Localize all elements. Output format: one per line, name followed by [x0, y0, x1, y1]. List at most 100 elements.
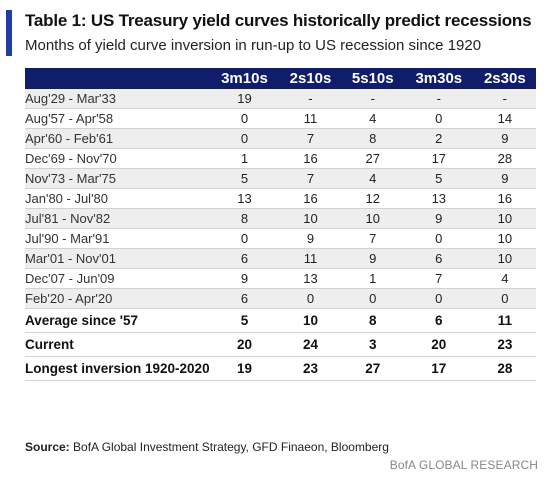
table-cell: 24 — [279, 332, 342, 357]
table-row: Aug'57 - Apr'58 0 11 4 0 14 — [25, 108, 536, 129]
table-cell: 13 — [279, 268, 342, 289]
table-cell: 6 — [209, 248, 280, 269]
table-cell: 8 — [209, 208, 280, 229]
table-row: Aug'29 - Mar'33 19- - - - — [25, 89, 536, 109]
table-cell: 27 — [341, 148, 404, 169]
table-cell: 16 — [473, 188, 536, 209]
recession-period: Jan'80 - Jul'80 — [25, 188, 210, 209]
table-cell: 9 — [403, 208, 474, 229]
brand-footer: BofA GLOBAL RESEARCH — [389, 458, 538, 472]
summary-row: Average since '57 5 10 8 6 11 — [25, 308, 536, 333]
recession-period: Dec'07 - Jun'09 — [25, 268, 210, 289]
table-cell: 9 — [279, 228, 342, 249]
column-header: 2s10s — [279, 68, 342, 89]
table-row: Dec'69 - Nov'70 1 16 27 17 28 — [25, 148, 536, 169]
table-cell: 6 — [403, 308, 474, 333]
table-row: Jul'90 - Mar'91 0 9 7 0 10 — [25, 228, 536, 249]
yield-curve-table: 3m10s 2s10s 5s10s 3m30s 2s30s Aug'29 - M… — [25, 68, 536, 381]
table-cell: 7 — [403, 268, 474, 289]
summary-label: Longest inversion 1920-2020 — [25, 356, 210, 381]
recession-period: Apr'60 - Feb'61 — [25, 128, 210, 149]
column-header: 5s10s — [341, 68, 404, 89]
table-cell: 5 — [209, 308, 280, 333]
table-cell: 10 — [341, 208, 404, 229]
table-cell: 10 — [279, 308, 342, 333]
table-cell: 12 — [341, 188, 404, 209]
table-cell: 4 — [341, 108, 404, 129]
source-note: Source: BofA Global Investment Strategy,… — [25, 440, 389, 454]
table-cell: 14 — [473, 108, 536, 129]
table-row: Mar'01 - Nov'01 6 11 9 6 10 — [25, 248, 536, 269]
table-cell: 19 — [209, 356, 280, 381]
table-cell: 13 — [209, 188, 280, 209]
summary-label: Current — [25, 332, 210, 357]
summary-label: Average since '57 — [25, 308, 210, 333]
table-cell: 4 — [341, 168, 404, 189]
table-cell: 20 — [403, 332, 474, 357]
table-cell: 4 — [473, 268, 536, 289]
table-cell: 23 — [279, 356, 342, 381]
table-cell: 8 — [341, 128, 404, 149]
source-text: BofA Global Investment Strategy, GFD Fin… — [69, 440, 389, 454]
table-cell: 28 — [473, 148, 536, 169]
table-cell: 5 — [403, 168, 474, 189]
column-header: 3m30s — [403, 68, 474, 89]
table-cell: 0 — [209, 128, 280, 149]
recession-period: Mar'01 - Nov'01 — [25, 248, 210, 269]
table-body: Aug'29 - Mar'33 19- - - - Aug'57 - Apr'58 0 11 4… — [25, 89, 536, 381]
recession-period: Aug'29 - Mar'33 — [25, 89, 210, 109]
table-subtitle: Months of yield curve inversion in run-u… — [25, 37, 482, 54]
recession-period: Jul'81 - Nov'82 — [25, 208, 210, 229]
summary-row: Current 20 24 3 20 23 — [25, 332, 536, 357]
recession-period: Feb'20 - Apr'20 — [25, 288, 210, 309]
table-cell: 7 — [341, 228, 404, 249]
recession-period: Jul'90 - Mar'91 — [25, 228, 210, 249]
table-cell: 0 — [403, 288, 474, 309]
recession-period: Dec'69 - Nov'70 — [25, 148, 210, 169]
header-row: 3m10s 2s10s 5s10s 3m30s 2s30s — [25, 68, 536, 89]
table-cell: - — [279, 89, 342, 109]
table-cell: 11 — [473, 308, 536, 333]
table-cell: 28 — [473, 356, 536, 381]
table-row: Feb'20 - Apr'20 6 0 0 0 0 — [25, 288, 536, 309]
table-cell: 9 — [473, 168, 536, 189]
table-cell: 17 — [403, 356, 474, 381]
table-cell: 7 — [279, 168, 342, 189]
table-cell: 16 — [279, 148, 342, 169]
table-cell: 23 — [473, 332, 536, 357]
table-cell: 0 — [403, 228, 474, 249]
source-label: Source: — [25, 440, 70, 454]
recession-period: Nov'73 - Mar'75 — [25, 168, 210, 189]
table-cell: 0 — [209, 108, 280, 129]
header-corner — [25, 68, 210, 89]
table-cell: 0 — [279, 288, 342, 309]
table-cell: 0 — [341, 288, 404, 309]
table-cell: 13 — [403, 188, 474, 209]
table-cell: 9 — [473, 128, 536, 149]
table-cell: - — [473, 89, 536, 109]
table-cell: 1 — [341, 268, 404, 289]
table-row: Jul'81 - Nov'82 8 10 10 9 10 — [25, 208, 536, 229]
table-cell: 7 — [279, 128, 342, 149]
table-cell: 6 — [209, 288, 280, 309]
column-header: 3m10s — [209, 68, 280, 89]
table-cell: 10 — [473, 248, 536, 269]
table-cell: 9 — [341, 248, 404, 269]
table-cell: 27 — [341, 356, 404, 381]
table-cell: 16 — [279, 188, 342, 209]
table-cell: 11 — [279, 108, 342, 129]
table-cell: 10 — [279, 208, 342, 229]
table-cell: 0 — [473, 288, 536, 309]
table-title: Table 1: US Treasury yield curves histor… — [25, 11, 532, 30]
table-cell: 10 — [473, 208, 536, 229]
table-cell: 5 — [209, 168, 280, 189]
table-cell: 11 — [279, 248, 342, 269]
table-cell: 2 — [403, 128, 474, 149]
table-cell: - — [341, 89, 404, 109]
table-cell: 8 — [341, 308, 404, 333]
table-cell: 10 — [473, 228, 536, 249]
table-cell: - — [403, 89, 474, 109]
table-cell: 6 — [403, 248, 474, 269]
table-cell: 1 — [209, 148, 280, 169]
table-cell: 9 — [209, 268, 280, 289]
